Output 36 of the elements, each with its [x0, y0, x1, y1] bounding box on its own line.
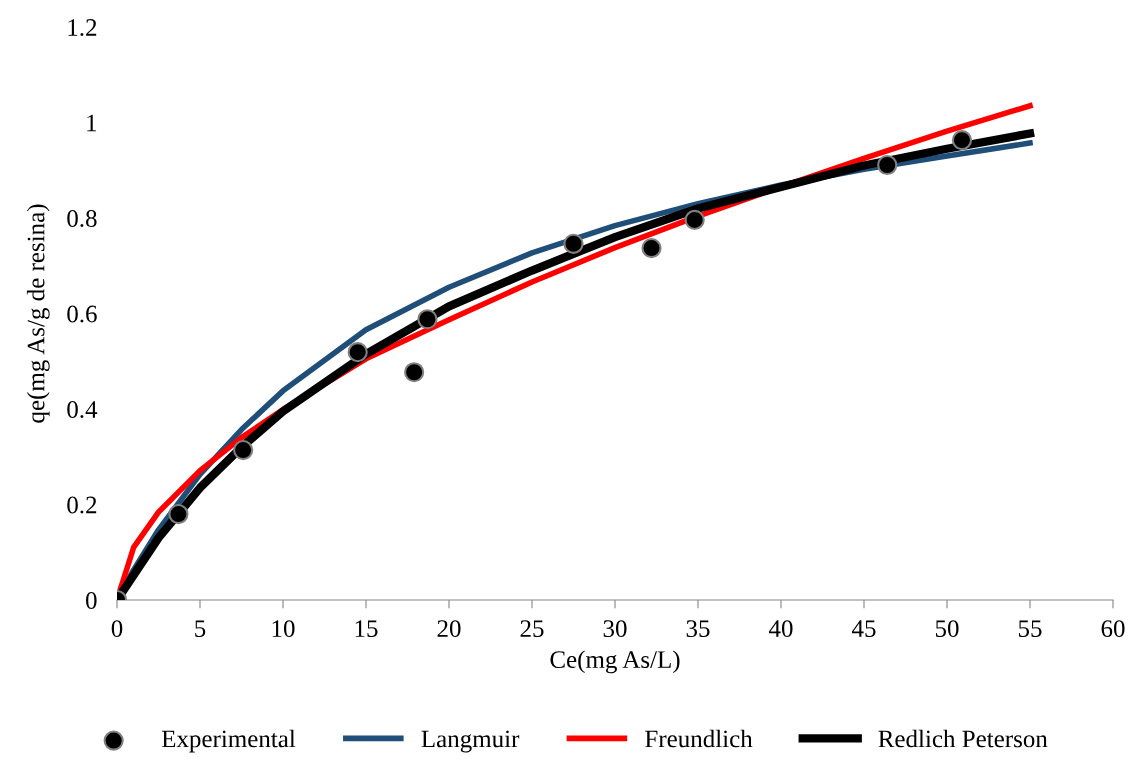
y-tick-label: 1 [87, 114, 97, 132]
legend-label: Langmuir [421, 730, 520, 753]
point [563, 233, 584, 254]
x-tick-label: 20 [437, 620, 461, 638]
x-tick-label: 25 [520, 620, 544, 638]
x-tick-label: 10 [272, 620, 295, 638]
x-tick-label: 35 [686, 620, 710, 638]
x-tick-label: 40 [768, 620, 793, 638]
point [877, 154, 898, 176]
x-tick-label: 0 [111, 620, 123, 638]
x-tick-label: 45 [851, 620, 876, 638]
y-tick-label: 0.4 [67, 401, 98, 419]
x-axis-title: Ce(mg As/L) [550, 650, 680, 674]
y-tick-label: 0.8 [67, 210, 97, 228]
x-tick-label: 55 [1018, 620, 1042, 638]
x-tick-label: 50 [935, 620, 959, 638]
x-tick-label: 5 [195, 620, 206, 638]
legend-label: Freundlich [645, 729, 753, 748]
legend-label: Redlich Peterson [878, 729, 1048, 748]
point [168, 503, 189, 525]
y-tick-label: 0.6 [67, 305, 97, 323]
point [404, 362, 425, 383]
y-axis-title: qe(mg As/g de resina) [26, 204, 50, 423]
x-tick-label: 15 [355, 620, 378, 638]
point [684, 209, 705, 230]
legend-label: Experimental [161, 729, 296, 753]
x-tick-label: 60 [1101, 620, 1125, 638]
point [951, 130, 973, 151]
y-tick-label: 0 [86, 592, 97, 609]
point [347, 342, 368, 363]
point [641, 237, 662, 259]
x-tick-label: 30 [603, 620, 627, 638]
y-tick-label: 0.2 [67, 496, 97, 514]
point [233, 439, 254, 461]
point [417, 309, 438, 330]
y-tick-label: 1.2 [68, 19, 97, 37]
